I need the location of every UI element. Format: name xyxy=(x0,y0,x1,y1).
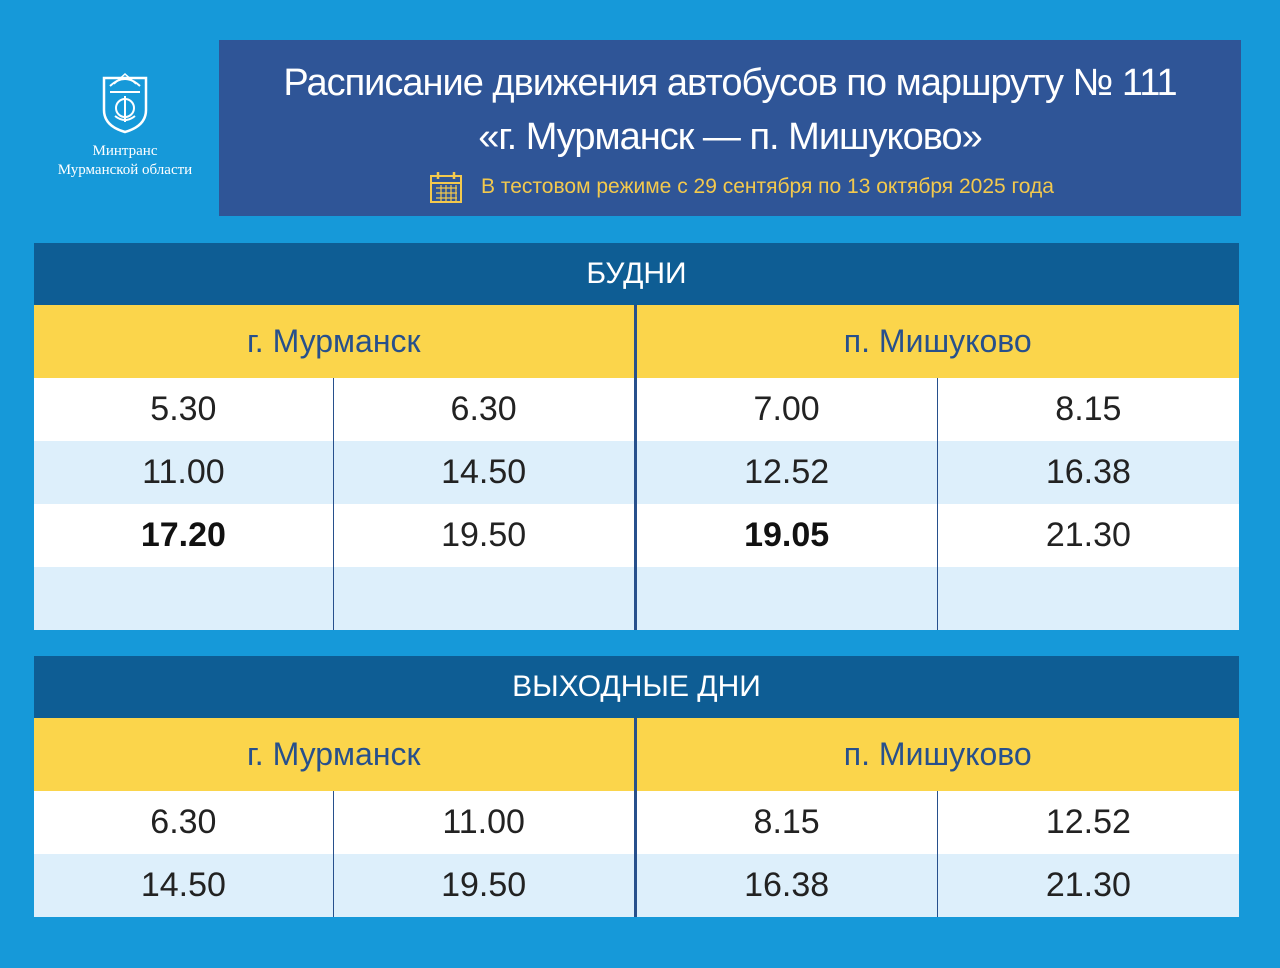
departure-time: 7.00 xyxy=(637,378,938,441)
departure-time: 8.15 xyxy=(1055,390,1122,428)
murmansk-times: 17.20 19.50 xyxy=(34,504,637,567)
page-title: Расписание движения автобусов по маршрут… xyxy=(283,62,1177,104)
logo-line-2: Мурманской области xyxy=(57,162,193,178)
departure-time xyxy=(34,567,334,630)
departure-time: 11.00 xyxy=(34,441,334,504)
table-row: 5.30 6.30 7.00 8.15 xyxy=(34,378,1239,441)
departure-time: 16.38 xyxy=(1045,453,1131,491)
route-title: «г. Мурманск — п. Мишуково» xyxy=(478,116,983,158)
departure-time: 17.20 xyxy=(34,504,334,567)
murmansk-times: 5.30 6.30 xyxy=(34,378,637,441)
departure-time: 21.30 xyxy=(1045,516,1131,554)
departure-time: 12.52 xyxy=(1045,803,1131,841)
table-row: 11.00 14.50 12.52 16.38 xyxy=(34,441,1239,504)
departure-time xyxy=(938,567,1239,630)
city-murmansk: г. Мурманск xyxy=(34,305,637,378)
ministry-logo: Минтранс Мурманской области xyxy=(40,70,210,180)
mishukovo-times: 7.00 8.15 xyxy=(637,378,1240,441)
departure-time: 21.30 xyxy=(1045,866,1131,904)
departure-time: 19.05 xyxy=(637,504,938,567)
coat-of-arms-icon xyxy=(102,72,148,134)
weekend-schedule: ВЫХОДНЫЕ ДНИ г. Мурманск п. Мишуково 6.3… xyxy=(34,656,1239,927)
test-mode-note: В тестовом режиме с 29 сентября по 13 ок… xyxy=(429,170,1054,204)
mishukovo-times: 8.15 12.52 xyxy=(637,791,1240,854)
calendar-icon xyxy=(430,172,462,203)
departure-time: 16.38 xyxy=(637,854,938,917)
departure-time xyxy=(637,567,938,630)
city-mishukovo: п. Мишуково xyxy=(843,323,1032,359)
departure-time: 14.50 xyxy=(441,453,527,491)
weekdays-title: БУДНИ xyxy=(34,243,1239,305)
murmansk-times: 11.00 14.50 xyxy=(34,441,637,504)
departure-time: 14.50 xyxy=(34,854,334,917)
departure-time: 6.30 xyxy=(34,791,334,854)
table-row: 17.20 19.50 19.05 21.30 xyxy=(34,504,1239,567)
departure-time: 19.50 xyxy=(441,516,527,554)
weekdays-rows: 5.30 6.30 7.00 8.15 11.00 14.50 12.52 16.38 17.2… xyxy=(34,378,1239,630)
mishukovo-times: 16.38 21.30 xyxy=(637,854,1240,917)
departure-time xyxy=(334,567,634,630)
table-row: 6.30 11.00 8.15 12.52 xyxy=(34,791,1239,854)
weekdays-schedule: БУДНИ г. Мурманск п. Мишуково 5.30 6.30 7.… xyxy=(34,243,1239,630)
header-banner: Расписание движения автобусов по маршрут… xyxy=(219,40,1241,216)
logo-line-1: Минтранс xyxy=(92,143,158,159)
table-row xyxy=(34,567,1239,630)
city-murmansk: г. Мурманск xyxy=(34,718,637,791)
departure-time: 5.30 xyxy=(34,378,334,441)
departure-time: 11.00 xyxy=(442,803,525,841)
table-row: 14.50 19.50 16.38 21.30 xyxy=(34,854,1239,917)
departure-time: 8.15 xyxy=(637,791,938,854)
weekend-rows: 6.30 11.00 8.15 12.52 14.50 19.50 16.38 21.30 xyxy=(34,791,1239,917)
departure-time: 6.30 xyxy=(450,390,517,428)
weekend-city-bar: г. Мурманск п. Мишуково xyxy=(34,718,1239,791)
city-mishukovo: п. Мишуково xyxy=(843,736,1032,772)
mishukovo-times: 19.05 21.30 xyxy=(637,504,1240,567)
subtitle-text: В тестовом режиме с 29 сентября по 13 ок… xyxy=(481,175,1054,198)
departure-time: 12.52 xyxy=(637,441,938,504)
weekend-title: ВЫХОДНЫЕ ДНИ xyxy=(34,656,1239,718)
mishukovo-times xyxy=(637,567,1240,630)
mishukovo-times: 12.52 16.38 xyxy=(637,441,1240,504)
murmansk-times: 6.30 11.00 xyxy=(34,791,637,854)
murmansk-times xyxy=(34,567,637,630)
weekdays-city-bar: г. Мурманск п. Мишуково xyxy=(34,305,1239,378)
departure-time: 19.50 xyxy=(441,866,527,904)
murmansk-times: 14.50 19.50 xyxy=(34,854,637,917)
